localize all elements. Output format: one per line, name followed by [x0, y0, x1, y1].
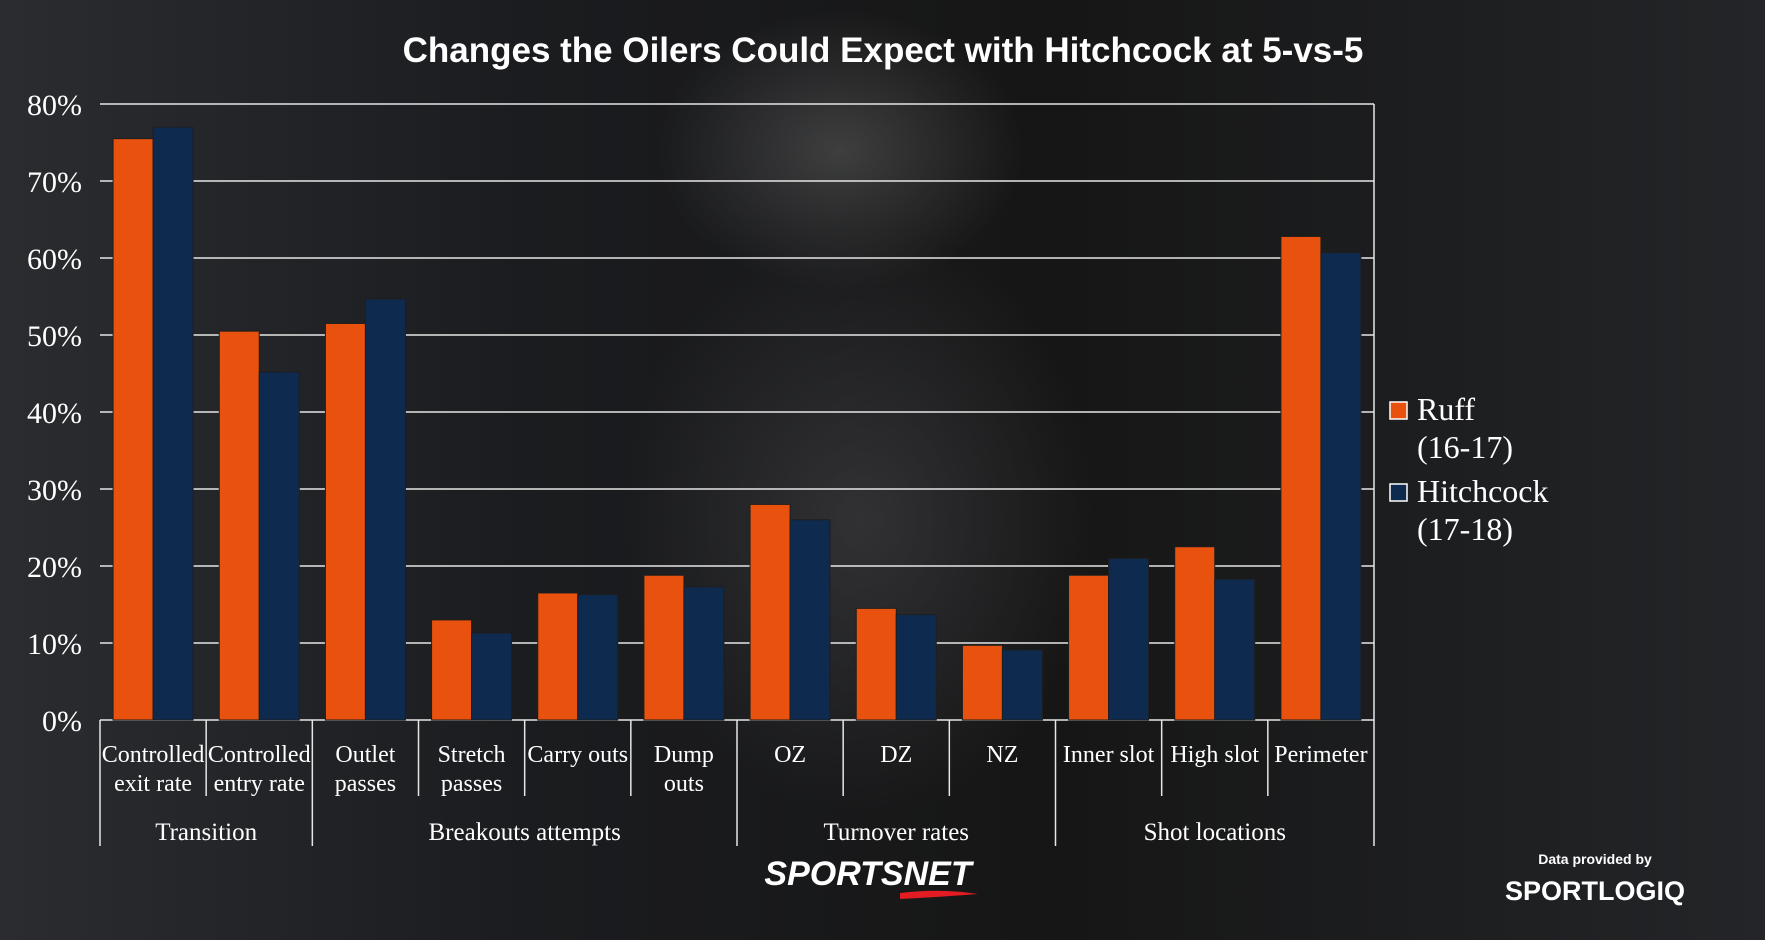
y-tick-label: 70% [27, 166, 82, 199]
bar-hitchcock [577, 593, 619, 721]
bar-hitchcock [364, 298, 406, 721]
y-tick-label: 60% [27, 243, 82, 276]
y-tick-label: 50% [27, 320, 82, 353]
x-tick-label: passes [335, 771, 396, 797]
group-label: Transition [155, 819, 257, 846]
x-tick-label: entry rate [214, 771, 305, 797]
legend-swatch [1389, 401, 1408, 420]
y-tick-label: 0% [42, 705, 82, 738]
x-tick-label: Controlled [208, 742, 311, 768]
bar-hitchcock [1108, 557, 1150, 721]
bar-hitchcock [1001, 649, 1043, 721]
bar-ruff [855, 607, 897, 721]
x-tick-label: NZ [986, 742, 1018, 768]
bar-ruff [537, 592, 579, 721]
bar-ruff [218, 330, 260, 721]
sportlogiq-credit: Data provided by SPORTLOGIQ [1505, 851, 1685, 906]
bar-ruff [324, 322, 366, 721]
x-tick-label: passes [441, 771, 502, 797]
x-tick-label: Inner slot [1063, 742, 1155, 768]
bar-hitchcock [683, 586, 725, 721]
bar-ruff [643, 574, 685, 721]
x-tick-label: Stretch [438, 742, 506, 768]
sportsnet-swoosh [900, 890, 978, 899]
bar-hitchcock [1214, 578, 1256, 721]
y-tick-label: 20% [27, 551, 82, 584]
bar-ruff [112, 138, 154, 721]
legend-sublabel: (16-17) [1417, 429, 1513, 465]
y-tick-label: 80% [27, 89, 82, 122]
bar-hitchcock [895, 614, 937, 721]
legend-label: Ruff [1417, 391, 1475, 427]
legend-sublabel: (17-18) [1417, 511, 1513, 547]
y-axis: 0% 10% 20% 30% 40% 50% 60% 70% 80% [27, 89, 82, 738]
bar-hitchcock [1320, 252, 1362, 721]
gridlines [100, 103, 1375, 721]
credit-line: Data provided by [1538, 851, 1652, 867]
bar-hitchcock [789, 519, 831, 721]
x-tick-label: High slot [1170, 742, 1259, 768]
legend-swatch [1389, 483, 1408, 502]
x-tick-label: DZ [880, 742, 912, 768]
x-tick-label: OZ [774, 742, 806, 768]
bar-ruff [961, 644, 1003, 721]
x-tick-label: exit rate [114, 771, 192, 797]
chart-title: Changes the Oilers Could Expect with Hit… [403, 31, 1364, 70]
bars [112, 126, 1362, 721]
x-tick-label: Controlled [102, 742, 205, 768]
x-tick-label: Perimeter [1274, 742, 1367, 768]
y-tick-label: 10% [27, 628, 82, 661]
bar-ruff [1068, 574, 1110, 721]
bar-hitchcock [258, 371, 300, 721]
bar-hitchcock [471, 632, 513, 721]
group-label: Turnover rates [823, 819, 969, 846]
x-axis: Controlled exit rate Controlled entry rate O… [99, 720, 1375, 846]
x-tick-label: Dump [654, 742, 714, 768]
legend-label: Hitchcock [1417, 473, 1549, 509]
credit-logo: SPORTLOGIQ [1505, 876, 1685, 906]
sportsnet-logo: SPORTSNET [764, 855, 978, 899]
x-tick-label: Carry outs [527, 742, 628, 768]
bar-hitchcock [152, 126, 194, 721]
group-label: Breakouts attempts [429, 819, 621, 846]
sportsnet-logo-text: SPORTSNET [764, 855, 974, 893]
bar-ruff [431, 619, 473, 721]
y-tick-label: 40% [27, 397, 82, 430]
bar-ruff [749, 503, 791, 721]
bar-ruff [1280, 235, 1322, 721]
bar-ruff [1174, 546, 1216, 721]
legend: Ruff(16-17) Hitchcock(17-18) [1389, 391, 1549, 547]
x-tick-label: outs [664, 771, 704, 797]
y-tick-label: 30% [27, 474, 82, 507]
group-label: Shot locations [1144, 819, 1286, 846]
x-tick-label: Outlet [335, 742, 395, 768]
